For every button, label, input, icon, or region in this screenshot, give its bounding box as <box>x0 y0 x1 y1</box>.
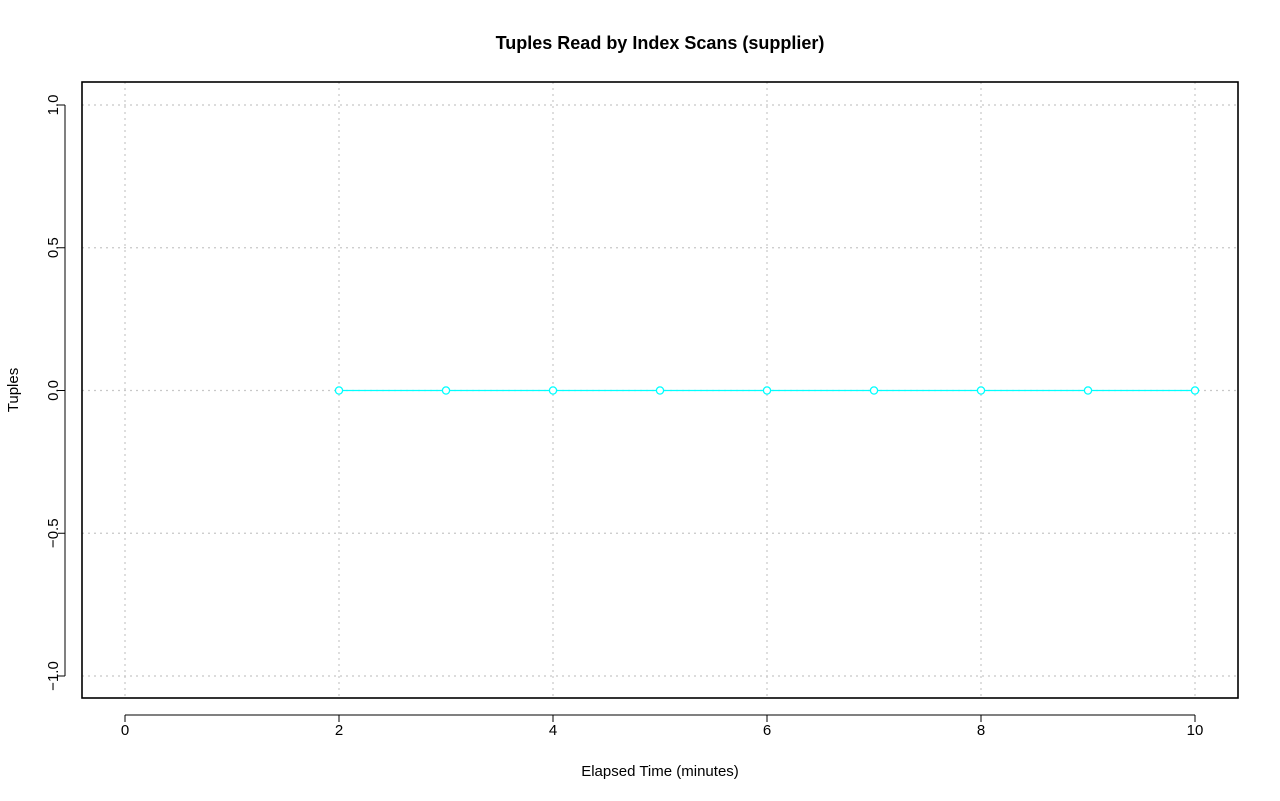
data-point <box>548 386 558 395</box>
chart-title: Tuples Read by Index Scans (supplier) <box>496 33 825 53</box>
x-tick-label: 8 <box>977 722 985 739</box>
x-axis-label: Elapsed Time (minutes) <box>581 763 739 780</box>
y-axis-label: Tuples <box>5 368 22 412</box>
y-tick-label: 1.0 <box>45 95 62 116</box>
x-tick-label: 6 <box>763 722 771 739</box>
data-point <box>655 386 665 395</box>
data-point <box>869 386 879 395</box>
y-tick-label: −1.0 <box>45 661 62 691</box>
data-point <box>334 386 344 395</box>
x-tick-label: 2 <box>335 722 343 739</box>
x-tick-label: 10 <box>1187 722 1204 739</box>
data-point <box>441 386 451 395</box>
data-point <box>1083 386 1093 395</box>
data-point <box>1190 386 1200 395</box>
axes: 0 2 4 6 8 10 −1.0 −0.5 0.0 0.5 1.0 <box>45 95 1203 739</box>
y-tick-label: 0.5 <box>45 237 62 258</box>
plot-frame <box>81 81 1239 699</box>
x-tick-label: 0 <box>121 722 129 739</box>
data-point <box>762 386 772 395</box>
y-tick-label: 0.0 <box>45 380 62 401</box>
y-tick-label: −0.5 <box>45 518 62 548</box>
data-point <box>976 386 986 395</box>
series-layer <box>334 386 1200 395</box>
x-tick-label: 4 <box>549 722 557 739</box>
